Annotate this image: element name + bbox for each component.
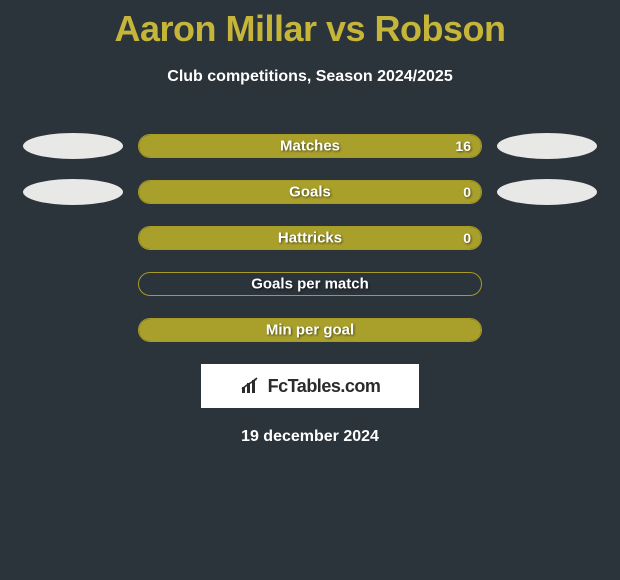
ellipse-marker: [497, 133, 597, 159]
left-indicator: [8, 133, 138, 159]
stat-bar: Goals 0: [138, 180, 482, 204]
stat-label: Goals: [289, 184, 331, 201]
stat-row: Hattricks 0: [0, 226, 620, 250]
stat-label: Matches: [280, 138, 340, 155]
ellipse-marker: [23, 179, 123, 205]
stat-bar: Goals per match: [138, 272, 482, 296]
bar-chart-icon: [240, 377, 262, 395]
stat-value: 0: [463, 184, 471, 200]
stat-bar: Hattricks 0: [138, 226, 482, 250]
stat-value: 0: [463, 230, 471, 246]
stat-row: Matches 16: [0, 134, 620, 158]
footer-date: 19 december 2024: [0, 428, 620, 446]
stat-row: Goals 0: [0, 180, 620, 204]
stat-value: 16: [455, 138, 471, 154]
stat-label: Min per goal: [266, 322, 354, 339]
ellipse-marker: [497, 179, 597, 205]
stat-row: Min per goal: [0, 318, 620, 342]
stat-bar: Matches 16: [138, 134, 482, 158]
page-title: Aaron Millar vs Robson: [0, 0, 620, 50]
brand-badge: FcTables.com: [201, 364, 419, 408]
ellipse-marker: [23, 133, 123, 159]
left-indicator: [8, 179, 138, 205]
right-indicator: [482, 133, 612, 159]
stat-label: Hattricks: [278, 230, 342, 247]
stat-row: Goals per match: [0, 272, 620, 296]
page-subtitle: Club competitions, Season 2024/2025: [0, 68, 620, 86]
right-indicator: [482, 179, 612, 205]
brand-name: FcTables.com: [268, 376, 381, 397]
stats-comparison: Matches 16 Goals 0 Hattricks 0 Goals per match…: [0, 134, 620, 342]
stat-bar: Min per goal: [138, 318, 482, 342]
stat-label: Goals per match: [251, 276, 369, 293]
